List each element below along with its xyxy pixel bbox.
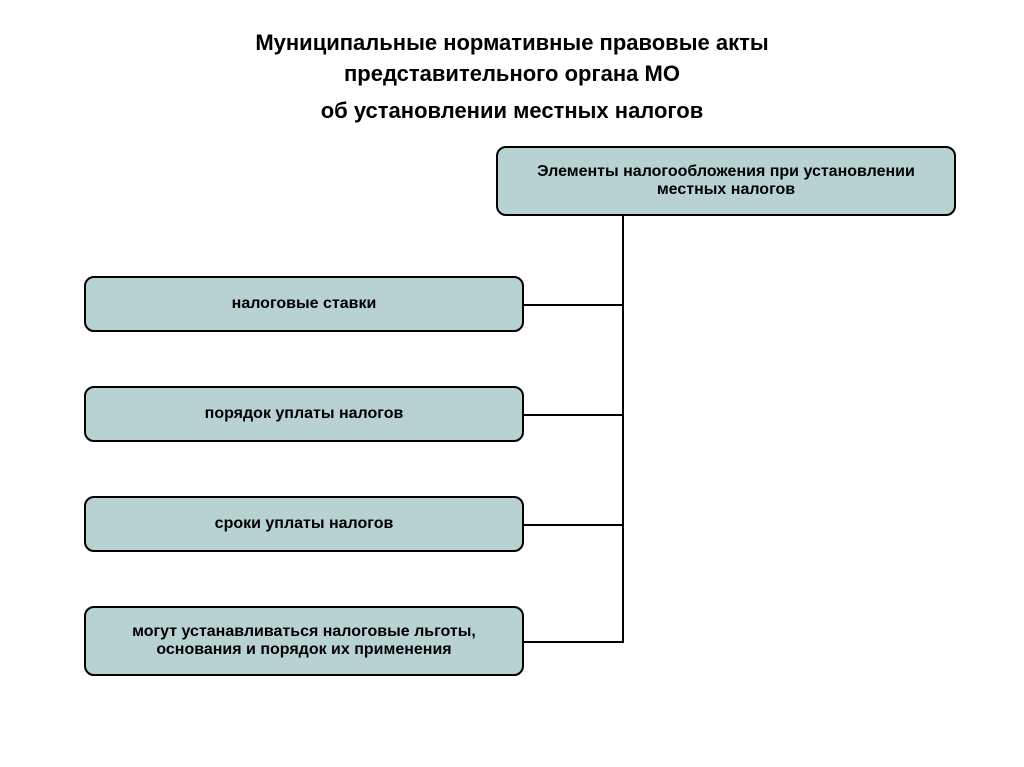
connector-branch-1 — [524, 414, 624, 416]
child-node-1: порядок уплаты налогов — [84, 386, 524, 442]
child-label-line1-3: могут устанавливаться налоговые льготы, — [132, 623, 476, 641]
connector-branch-2 — [524, 524, 624, 526]
connector-branch-3 — [524, 641, 624, 643]
diagram-container: Элементы налогообложения при установлени… — [0, 146, 1024, 706]
root-node: Элементы налогообложения при установлени… — [496, 146, 956, 216]
root-label-line1: Элементы налогообложения при установлени… — [537, 163, 915, 181]
child-label-line2-3: основания и порядок их применения — [132, 641, 476, 659]
child-node-3: могут устанавливаться налоговые льготы,о… — [84, 606, 524, 676]
diagram-title: Муниципальные нормативные правовые акты … — [0, 0, 1024, 146]
title-line-3: об установлении местных налогов — [0, 96, 1024, 127]
child-node-0: налоговые ставки — [84, 276, 524, 332]
title-line-2: представительного органа МО — [0, 59, 1024, 90]
title-line-1: Муниципальные нормативные правовые акты — [0, 28, 1024, 59]
child-node-2: сроки уплаты налогов — [84, 496, 524, 552]
connector-trunk — [622, 216, 624, 643]
connector-branch-0 — [524, 304, 624, 306]
root-label-line2: местных налогов — [537, 181, 915, 199]
